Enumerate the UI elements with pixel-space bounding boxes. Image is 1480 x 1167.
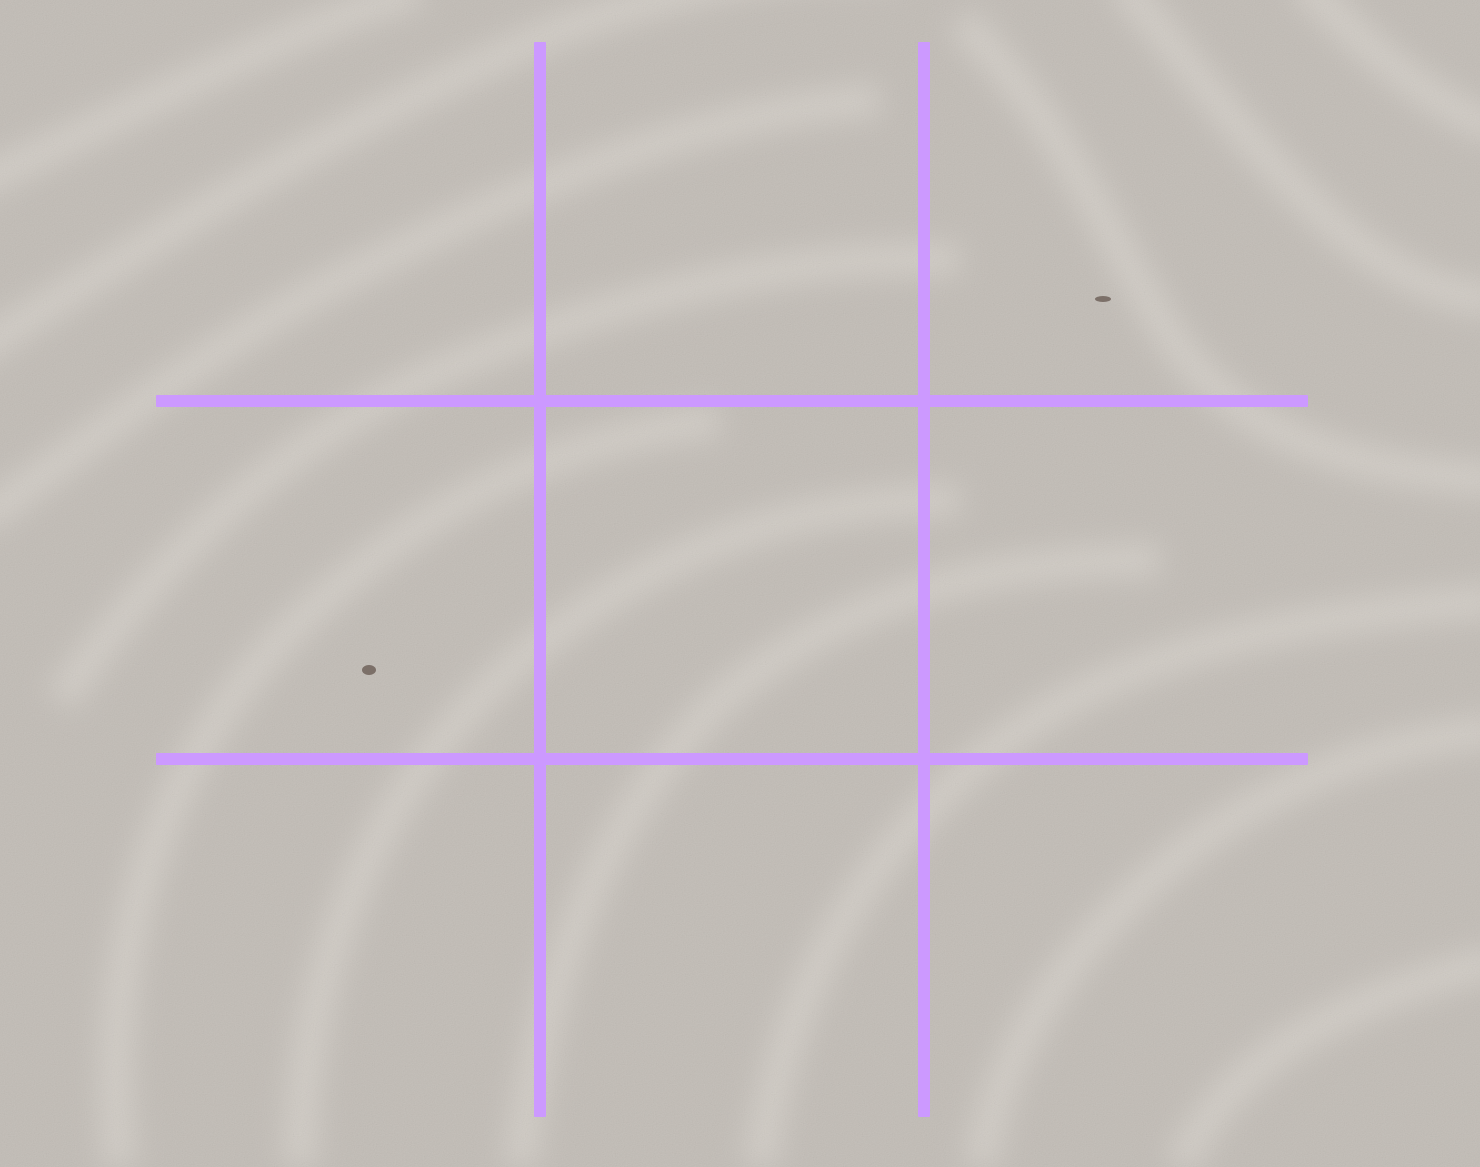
grid-line-vertical-left — [534, 42, 546, 1117]
grid-line-horizontal-bottom — [156, 753, 1308, 765]
sand-debris — [362, 296, 1111, 675]
cell-r1-c1[interactable] — [156, 42, 534, 395]
grid-line-horizontal-top — [156, 395, 1308, 407]
cell-r1-c2[interactable] — [546, 42, 918, 395]
cell-r3-c2[interactable] — [546, 765, 918, 1117]
grid-line-vertical-right — [918, 42, 930, 1117]
cell-r2-c3[interactable] — [930, 407, 1308, 753]
cell-r1-c3[interactable] — [930, 42, 1308, 395]
cell-r3-c3[interactable] — [930, 765, 1308, 1117]
cell-r3-c1[interactable] — [156, 765, 534, 1117]
cell-r2-c2[interactable] — [546, 407, 918, 753]
cell-r2-c1[interactable] — [156, 407, 534, 753]
tic-tac-toe-board — [156, 42, 1308, 1117]
